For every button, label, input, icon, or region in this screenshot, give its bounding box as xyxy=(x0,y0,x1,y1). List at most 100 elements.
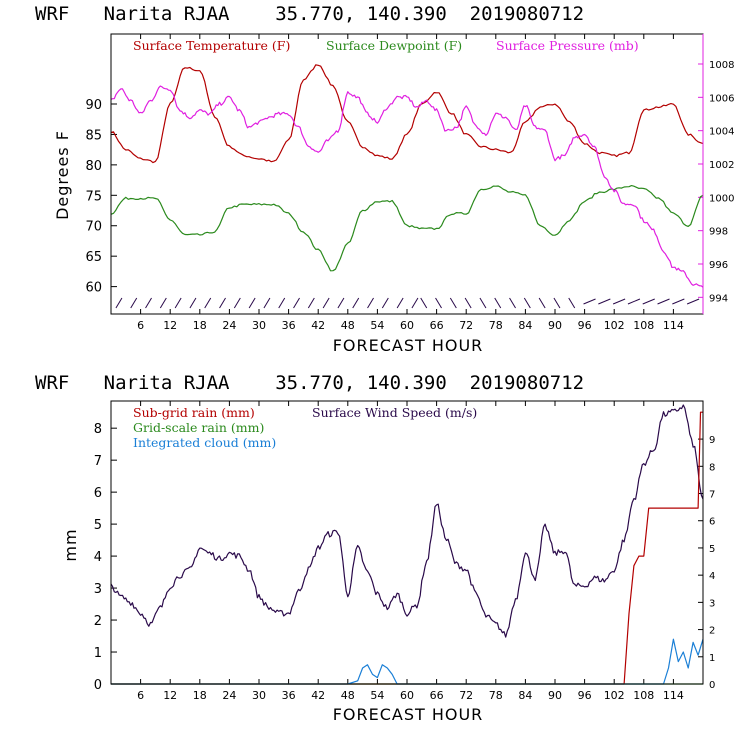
bottom-title: WRF Narita RJAA 35.770, 140.390 20190807… xyxy=(35,372,584,394)
y-tick-label: 70 xyxy=(85,220,102,235)
wind-barb xyxy=(627,298,641,305)
series-integrated-cloud-mm xyxy=(111,638,704,685)
right-tick-label: 9 xyxy=(709,435,715,446)
series-surface-pressure-mb xyxy=(110,85,704,288)
bottom-plot-frame xyxy=(110,400,704,685)
right-tick-label: 6 xyxy=(709,517,715,528)
right-tick-label: 2 xyxy=(709,626,715,637)
top-y-axis-label: Degrees F xyxy=(53,130,72,220)
y-tick-label: 85 xyxy=(85,128,102,143)
y-tick-label: 60 xyxy=(85,281,102,296)
legend-surface-pressure: Surface Pressure (mb) xyxy=(496,38,639,53)
wind-barb xyxy=(583,298,596,305)
wind-barbs xyxy=(115,297,700,309)
x-tick-label: 6 xyxy=(137,319,144,332)
wind-barb xyxy=(435,297,442,309)
wind-barb xyxy=(612,298,626,305)
wind-barb xyxy=(204,297,212,309)
wind-barb xyxy=(449,297,457,309)
bottom-y-axis-label: mm xyxy=(61,528,80,561)
temperature-panel: WRF Narita RJAA 35.770, 140.390 20190807… xyxy=(35,3,734,355)
wind-barb xyxy=(657,298,670,305)
wind-barb xyxy=(233,297,241,309)
wind-barb xyxy=(293,297,300,309)
wind-barb xyxy=(568,297,576,309)
y-tick-label: 80 xyxy=(85,159,102,174)
y-tick-label: 65 xyxy=(85,250,102,265)
x-tick-label: 30 xyxy=(252,319,266,332)
wind-barb xyxy=(509,297,516,309)
right-tick-label: 3 xyxy=(709,598,715,609)
x-tick-label: 66 xyxy=(430,689,444,702)
x-tick-label: 96 xyxy=(578,689,592,702)
x-tick-label: 90 xyxy=(548,319,562,332)
x-tick-label: 84 xyxy=(518,689,532,702)
legend-surface-dewpoint: Surface Dewpoint (F) xyxy=(326,38,462,53)
x-tick-label: 12 xyxy=(163,689,177,702)
wind-barb xyxy=(553,297,561,309)
right-tick-label: 996 xyxy=(709,260,728,271)
y-tick-label: 90 xyxy=(85,98,102,113)
legend-integrated-cloud: Integrated cloud (mm) xyxy=(133,435,276,450)
x-tick-label: 78 xyxy=(489,689,503,702)
wind-barb xyxy=(130,297,138,309)
wind-barb xyxy=(523,297,531,309)
right-tick-label: 7 xyxy=(709,490,715,501)
top-axis-ticks: 6 12 18 24 30 36 42 48 54 60 66 72 78 84 90 96 102 108 114… xyxy=(85,34,734,332)
right-tick-label: 998 xyxy=(709,227,728,238)
x-tick-label: 12 xyxy=(163,319,177,332)
wind-barb xyxy=(145,297,152,309)
x-tick-label: 48 xyxy=(341,319,355,332)
wind-barb xyxy=(686,298,700,305)
y-tick-label: 6 xyxy=(94,486,102,501)
right-tick-label: 1006 xyxy=(709,93,734,104)
x-tick-label: 84 xyxy=(518,319,532,332)
x-tick-label: 66 xyxy=(430,319,444,332)
x-tick-label: 30 xyxy=(252,689,266,702)
wind-barb xyxy=(248,297,256,309)
wind-barb xyxy=(411,297,419,309)
x-tick-label: 54 xyxy=(370,689,384,702)
wind-barb xyxy=(538,297,546,309)
wind-barb xyxy=(494,297,502,309)
legend-grid-scale-rain: Grid-scale rain (mm) xyxy=(133,420,264,435)
x-tick-label: 24 xyxy=(222,689,236,702)
right-tick-label: 0 xyxy=(709,680,715,691)
wind-barb xyxy=(464,297,472,309)
top-series xyxy=(110,64,704,288)
x-tick-label: 54 xyxy=(370,319,384,332)
wind-barb xyxy=(396,297,404,309)
y-tick-label: 4 xyxy=(94,550,102,565)
wind-barb xyxy=(337,297,345,309)
y-tick-label: 8 xyxy=(94,422,102,437)
right-tick-label: 5 xyxy=(709,544,715,555)
right-tick-label: 1004 xyxy=(709,127,734,138)
wind-barb xyxy=(174,297,182,309)
bottom-axis-ticks: 6 12 18 24 30 36 42 48 54 60 66 72 78 84 90 96 102 108 114… xyxy=(94,401,715,702)
series-surface-temperature-f xyxy=(110,64,704,164)
wind-barb xyxy=(278,297,286,309)
x-tick-label: 78 xyxy=(489,319,503,332)
precipitation-panel: WRF Narita RJAA 35.770, 140.390 20190807… xyxy=(35,372,715,724)
right-tick-label: 4 xyxy=(709,571,715,582)
x-tick-label: 72 xyxy=(459,319,473,332)
wind-barb xyxy=(642,298,655,305)
y-tick-label: 1 xyxy=(94,646,102,661)
wind-barb xyxy=(598,298,611,305)
y-tick-label: 75 xyxy=(85,189,102,204)
x-tick-label: 48 xyxy=(341,689,355,702)
x-tick-label: 42 xyxy=(311,689,325,702)
wind-barb xyxy=(352,297,360,309)
wind-barb xyxy=(672,298,685,305)
series-surface-dewpoint-f xyxy=(110,185,704,272)
series-surface-wind-speed-m-s xyxy=(110,404,704,638)
legend-surface-temperature: Surface Temperature (F) xyxy=(133,38,290,53)
wind-barb xyxy=(322,297,330,309)
y-tick-label: 2 xyxy=(94,614,102,629)
wind-barb xyxy=(307,297,315,309)
x-tick-label: 6 xyxy=(137,689,144,702)
y-tick-label: 3 xyxy=(94,582,102,597)
right-tick-label: 1008 xyxy=(709,60,734,71)
top-plot-frame xyxy=(110,33,704,315)
